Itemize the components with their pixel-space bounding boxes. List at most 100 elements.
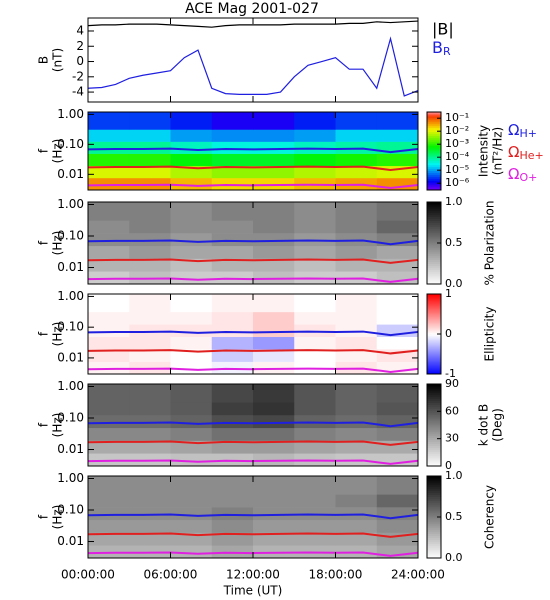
heatmap-cell: [335, 258, 378, 272]
colorbar-swatch: [427, 267, 441, 271]
heatmap-cell: [170, 220, 213, 234]
y-tick-label: 1.00: [57, 107, 84, 121]
colorbar-swatch: [427, 300, 441, 303]
colorbar-swatch: [427, 490, 441, 493]
y-axis-label: (Hz): [51, 231, 65, 256]
heatmap-cell: [170, 112, 213, 130]
heatmap-cell: [335, 245, 378, 259]
colorbar-tick-label: 1.0: [445, 469, 463, 482]
heatmap-cell: [88, 165, 130, 179]
heatmap-cell: [129, 258, 171, 272]
heatmap-cell: [376, 129, 419, 142]
heatmap-cell: [335, 507, 378, 521]
heatmap-cell: [170, 177, 213, 191]
heatmap-cell: [376, 153, 419, 167]
heatmap-cell: [253, 453, 295, 467]
colorbar-swatch: [427, 326, 441, 329]
heatmap-cell: [129, 220, 171, 234]
colorbar-tick-label: 10⁻⁶: [445, 176, 470, 189]
heatmap-cell: [170, 507, 213, 521]
heatmap-cell: [129, 324, 171, 338]
heatmap-cell: [88, 112, 130, 130]
heatmap-cell: [335, 336, 378, 350]
colorbar-swatch: [427, 360, 441, 363]
colorbar-swatch: [427, 304, 441, 307]
heatmap-cell: [253, 415, 295, 429]
y-tick-label: 1.00: [57, 197, 84, 211]
heatmap-cell: [376, 177, 419, 191]
colorbar-tick-label: 0: [445, 459, 452, 472]
heatmap-cell: [211, 440, 254, 454]
heatmap-cell: [294, 427, 336, 441]
colorbar-swatch: [427, 545, 441, 549]
heatmap-cell: [253, 507, 295, 521]
heatmap-cell: [170, 271, 213, 285]
colorbar-swatch: [427, 145, 441, 148]
heatmap-cell: [294, 349, 336, 362]
plot-frame: [87, 111, 419, 191]
heatmap-cell: [129, 415, 171, 429]
heatmap-cell: [211, 165, 254, 179]
heatmap-cell: [211, 294, 254, 313]
colorbar-swatch: [427, 504, 441, 508]
colorbar-swatch: [427, 202, 441, 205]
colorbar-swatch: [427, 431, 441, 434]
colorbar-tick-label: 0.5: [445, 510, 463, 523]
heatmap-cell: [253, 519, 295, 533]
heatmap-cell: [335, 384, 378, 403]
colorbar-swatch: [427, 459, 441, 463]
cyclotron-line: [87, 330, 419, 337]
cyclotron-line: [87, 258, 419, 264]
heatmap-cell: [88, 402, 130, 416]
colorbar-swatch: [427, 486, 441, 489]
y-axis-label: (Hz): [51, 413, 65, 438]
x-tick-label: 12:00:00: [226, 568, 280, 582]
colorbar-swatch: [427, 184, 441, 187]
heatmap-cell: [335, 440, 378, 454]
colorbar-swatch: [427, 253, 441, 256]
heatmap-cell: [170, 129, 213, 142]
colorbar-swatch: [427, 453, 441, 457]
heatmap-cell: [294, 220, 336, 234]
colorbar-swatch: [427, 259, 441, 262]
colorbar-swatch: [427, 251, 441, 254]
x-tick-label: 00:00:00: [61, 568, 115, 582]
cyclotron-line: [87, 421, 419, 428]
heatmap-cell: [211, 233, 254, 247]
heatmap-cell: [170, 141, 213, 154]
heatmap-cell: [253, 165, 295, 179]
colorbar-swatch: [427, 131, 441, 134]
heatmap-cell: [170, 402, 213, 416]
heatmap-cell: [376, 545, 419, 559]
heatmap-cell: [335, 402, 378, 416]
colorbar-swatch: [427, 498, 441, 502]
colorbar-tick-label: 0.0: [445, 277, 463, 290]
heatmap-cell: [335, 153, 378, 167]
colorbar-swatch: [427, 427, 441, 430]
y-tick-label: 0.10: [57, 503, 84, 517]
heatmap-cell: [88, 476, 130, 495]
colorbar-swatch: [427, 494, 441, 497]
colorbar-swatch: [427, 553, 441, 557]
y-tick-label: 0.01: [57, 534, 84, 548]
heatmap-cell: [211, 402, 254, 416]
heatmap-cell: [88, 294, 130, 313]
heatmap-cell: [376, 384, 419, 403]
heatmap-cell: [376, 202, 419, 221]
colorbar-swatch: [427, 370, 441, 373]
colorbar-frame: [426, 111, 442, 191]
plot-frame: [87, 475, 419, 559]
colorbar-swatch: [427, 334, 441, 337]
legend-entry: |B|: [432, 20, 454, 39]
colorbar-swatch: [427, 488, 441, 491]
heatmap-cell: [376, 311, 419, 325]
heatmap-cell: [129, 507, 171, 521]
heatmap-cell: [253, 494, 295, 508]
heatmap-cell: [294, 507, 336, 521]
heatmap-cell: [88, 427, 130, 441]
colorbar-swatch: [427, 364, 441, 367]
heatmap-cell: [170, 233, 213, 247]
colorbar-swatch: [427, 186, 441, 189]
colorbar-swatch: [427, 174, 441, 177]
colorbar-swatch: [427, 410, 441, 414]
